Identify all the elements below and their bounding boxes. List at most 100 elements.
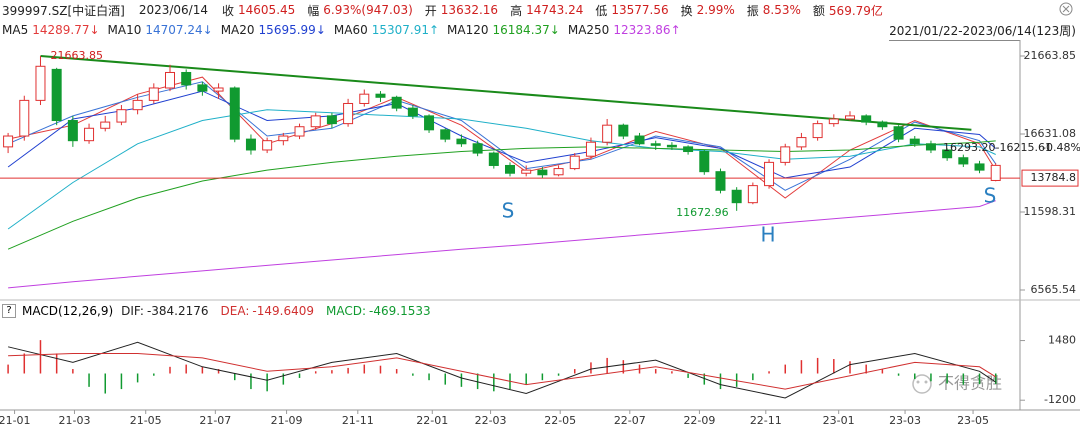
macd-title: MACD(12,26,9) xyxy=(22,304,114,318)
ma-value: 15695.99 xyxy=(258,23,316,37)
candle-body xyxy=(585,141,596,157)
range-annotation: 16293.20-16215.61 xyxy=(943,141,1052,154)
x-tick-label: 23-03 xyxy=(889,414,921,427)
candle-body xyxy=(67,120,78,142)
candle-body xyxy=(391,96,402,109)
ma-value: 14707.24 xyxy=(145,23,203,37)
quote-value: 13577.56 xyxy=(611,3,669,17)
candle-body xyxy=(909,138,920,145)
ma-trend: ↓ xyxy=(202,23,213,37)
candle-body xyxy=(148,87,159,101)
quote-value: 14605.45 xyxy=(238,3,296,17)
ma-trend: ↑ xyxy=(428,23,440,37)
ma-line xyxy=(7,90,997,179)
macd-y-tick-label: 1480 xyxy=(1048,334,1076,347)
candle-body xyxy=(618,124,629,137)
y-tick-label: 6565.54 xyxy=(1031,283,1077,296)
candle-body xyxy=(731,189,742,204)
quote-label: 收 xyxy=(222,3,235,18)
ma-trend: ↑ xyxy=(670,23,681,37)
x-tick-label: 22-11 xyxy=(750,414,782,427)
x-tick-label: 21-03 xyxy=(58,414,90,427)
quote-label: 高 xyxy=(510,3,523,18)
ma-name: MA250 xyxy=(567,23,610,37)
candle-body xyxy=(19,99,30,137)
quote-label: 换 xyxy=(680,3,693,18)
candle-body xyxy=(51,68,62,122)
y-tick-label: 11598.31 xyxy=(1024,205,1077,218)
quote-label: 开 xyxy=(424,3,437,18)
candle-body xyxy=(181,71,192,86)
ma-value: 16184.37 xyxy=(492,23,550,37)
candle-body xyxy=(780,146,791,163)
candle-body xyxy=(942,149,953,159)
candle-body xyxy=(213,87,224,92)
symbol: 399997.SZ[中证白酒] xyxy=(2,3,125,18)
x-tick-label: 22-07 xyxy=(614,414,646,427)
candle-body xyxy=(505,164,515,174)
x-tick-label: 22-03 xyxy=(475,414,507,427)
candle-body xyxy=(262,140,273,151)
candle-body xyxy=(893,126,904,140)
candle-body xyxy=(845,115,855,120)
candle-body xyxy=(877,121,888,128)
candle-body xyxy=(764,161,775,187)
candle-body xyxy=(278,135,289,142)
candle-body xyxy=(715,171,726,191)
range-text: 2021/01/22-2023/06/14(123周) xyxy=(889,23,1076,38)
candle-body xyxy=(343,102,354,125)
candle-body xyxy=(245,138,256,151)
x-tick-label: 23-01 xyxy=(823,414,855,427)
ma-name: MA5 xyxy=(2,23,29,37)
candle-body xyxy=(812,123,823,139)
candle-body xyxy=(165,71,175,89)
pattern-label: S xyxy=(984,184,997,208)
candle-body xyxy=(747,185,758,204)
pattern-label: S xyxy=(502,199,515,223)
candle-body xyxy=(861,115,872,123)
y-tick-label: 21663.85 xyxy=(1024,49,1077,62)
quote-value: 14743.24 xyxy=(526,3,584,17)
ma-name: MA20 xyxy=(220,23,255,37)
macd-line-value: -384.2176 xyxy=(146,304,209,318)
ma-line xyxy=(8,200,996,289)
ma-trend: ↓ xyxy=(315,23,326,37)
ma-legend: MA5 14289.77 ↓ MA10 14707.24 ↓ MA20 15695.99 ↓ MA… xyxy=(0,20,1080,40)
y-tick-label: 16631.08 xyxy=(1024,127,1077,140)
ma-name: MA120 xyxy=(447,23,489,37)
candle-body xyxy=(828,118,839,125)
ma-name: MA10 xyxy=(107,23,142,37)
candle-body xyxy=(424,115,435,131)
candle-body xyxy=(229,87,240,140)
help-button[interactable]: ? xyxy=(2,304,16,318)
x-tick-label: 23-05 xyxy=(957,414,989,427)
candle-body xyxy=(197,84,208,92)
candle-body xyxy=(440,129,451,140)
price-label: 13784.8 xyxy=(1031,171,1077,184)
close-icon[interactable] xyxy=(1059,2,1073,16)
ma-value: 14289.77 xyxy=(32,23,90,37)
x-tick-label: 21-05 xyxy=(130,414,162,427)
candle-body xyxy=(84,127,95,142)
macd-hist-value: -469.1533 xyxy=(369,304,431,318)
candle-body xyxy=(35,65,46,101)
candle-body xyxy=(650,143,661,146)
candle-body xyxy=(116,109,127,123)
trend-line xyxy=(40,55,972,131)
date-range[interactable]: 2021/01/22-2023/06/14(123周) xyxy=(889,20,1076,41)
range-change: -0.48% xyxy=(1042,141,1080,154)
candle-body xyxy=(326,115,337,125)
candle-body xyxy=(132,99,143,111)
candle-body xyxy=(553,168,564,176)
price-label-box xyxy=(1021,169,1079,187)
quote-label: 幅 xyxy=(307,3,320,18)
candle-body xyxy=(488,152,499,166)
candle-body xyxy=(666,144,677,148)
max-label: 21663.85 xyxy=(50,49,103,62)
pattern-label: H xyxy=(760,223,775,247)
candle-body xyxy=(310,115,321,128)
candle-body xyxy=(602,124,613,143)
quote-value: 8.53% xyxy=(762,3,801,17)
x-tick-label: 21-01 xyxy=(0,414,31,427)
